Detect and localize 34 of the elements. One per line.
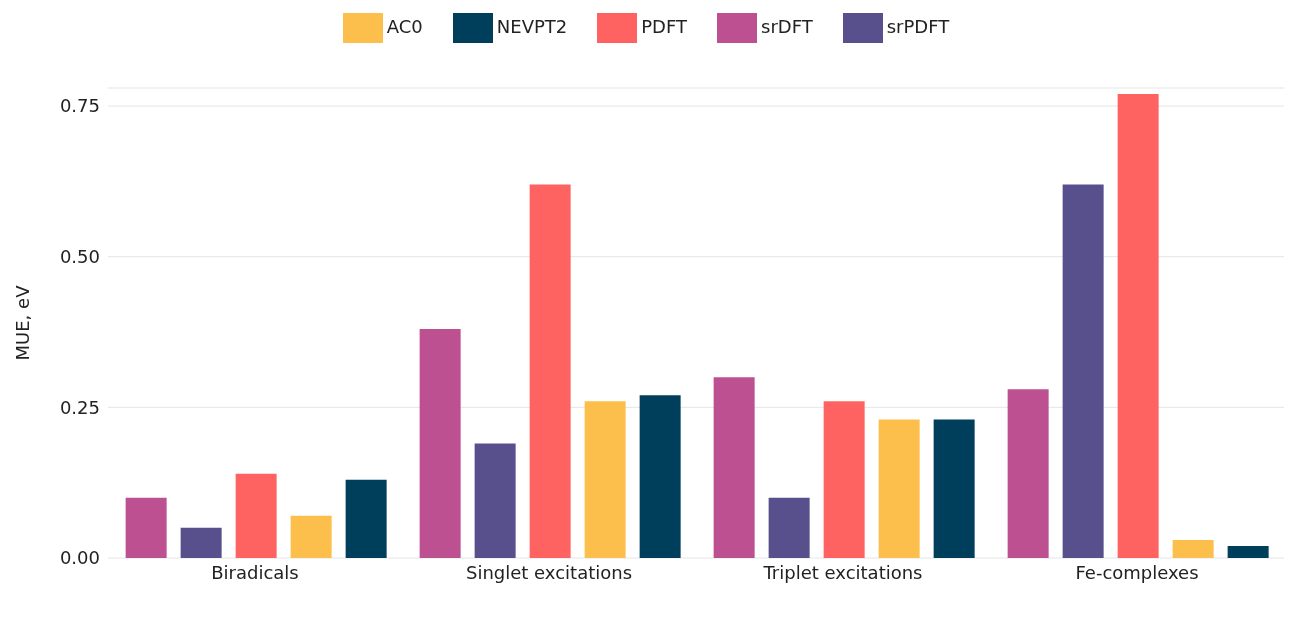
x-tick-label: Triplet excitations [762, 561, 923, 583]
x-tick-label: Singlet excitations [465, 561, 633, 583]
bar [1117, 94, 1159, 558]
bar [1062, 184, 1104, 558]
bar [713, 377, 755, 558]
y-tick-label: 0.00 [59, 547, 100, 569]
bar [584, 401, 626, 558]
bar [823, 401, 865, 558]
bar [235, 473, 277, 558]
bar [474, 443, 516, 558]
legend-label: PDFT [641, 16, 688, 37]
bar [768, 497, 810, 558]
bar [1227, 545, 1269, 558]
legend-label: NEVPT2 [496, 16, 568, 37]
legend-label: srDFT [761, 16, 813, 37]
bar [878, 419, 920, 558]
bar [345, 479, 387, 558]
bar [290, 515, 332, 558]
bar [529, 184, 571, 558]
y-tick-label: 0.50 [59, 246, 100, 268]
bar [639, 395, 681, 558]
bar [1172, 539, 1214, 558]
legend-label: srPDFT [886, 16, 950, 37]
y-tick-label: 0.25 [59, 396, 100, 418]
legend-label: AC0 [386, 16, 423, 37]
x-tick-label: Fe-complexes [1075, 561, 1199, 583]
y-axis-title: MUE, eV [12, 284, 34, 361]
bar [933, 419, 975, 558]
x-tick-label: Biradicals [211, 561, 299, 583]
bar [125, 497, 167, 558]
y-tick-label: 0.75 [59, 95, 100, 117]
bar [419, 329, 461, 558]
bar [180, 527, 222, 558]
bar [1007, 389, 1049, 558]
